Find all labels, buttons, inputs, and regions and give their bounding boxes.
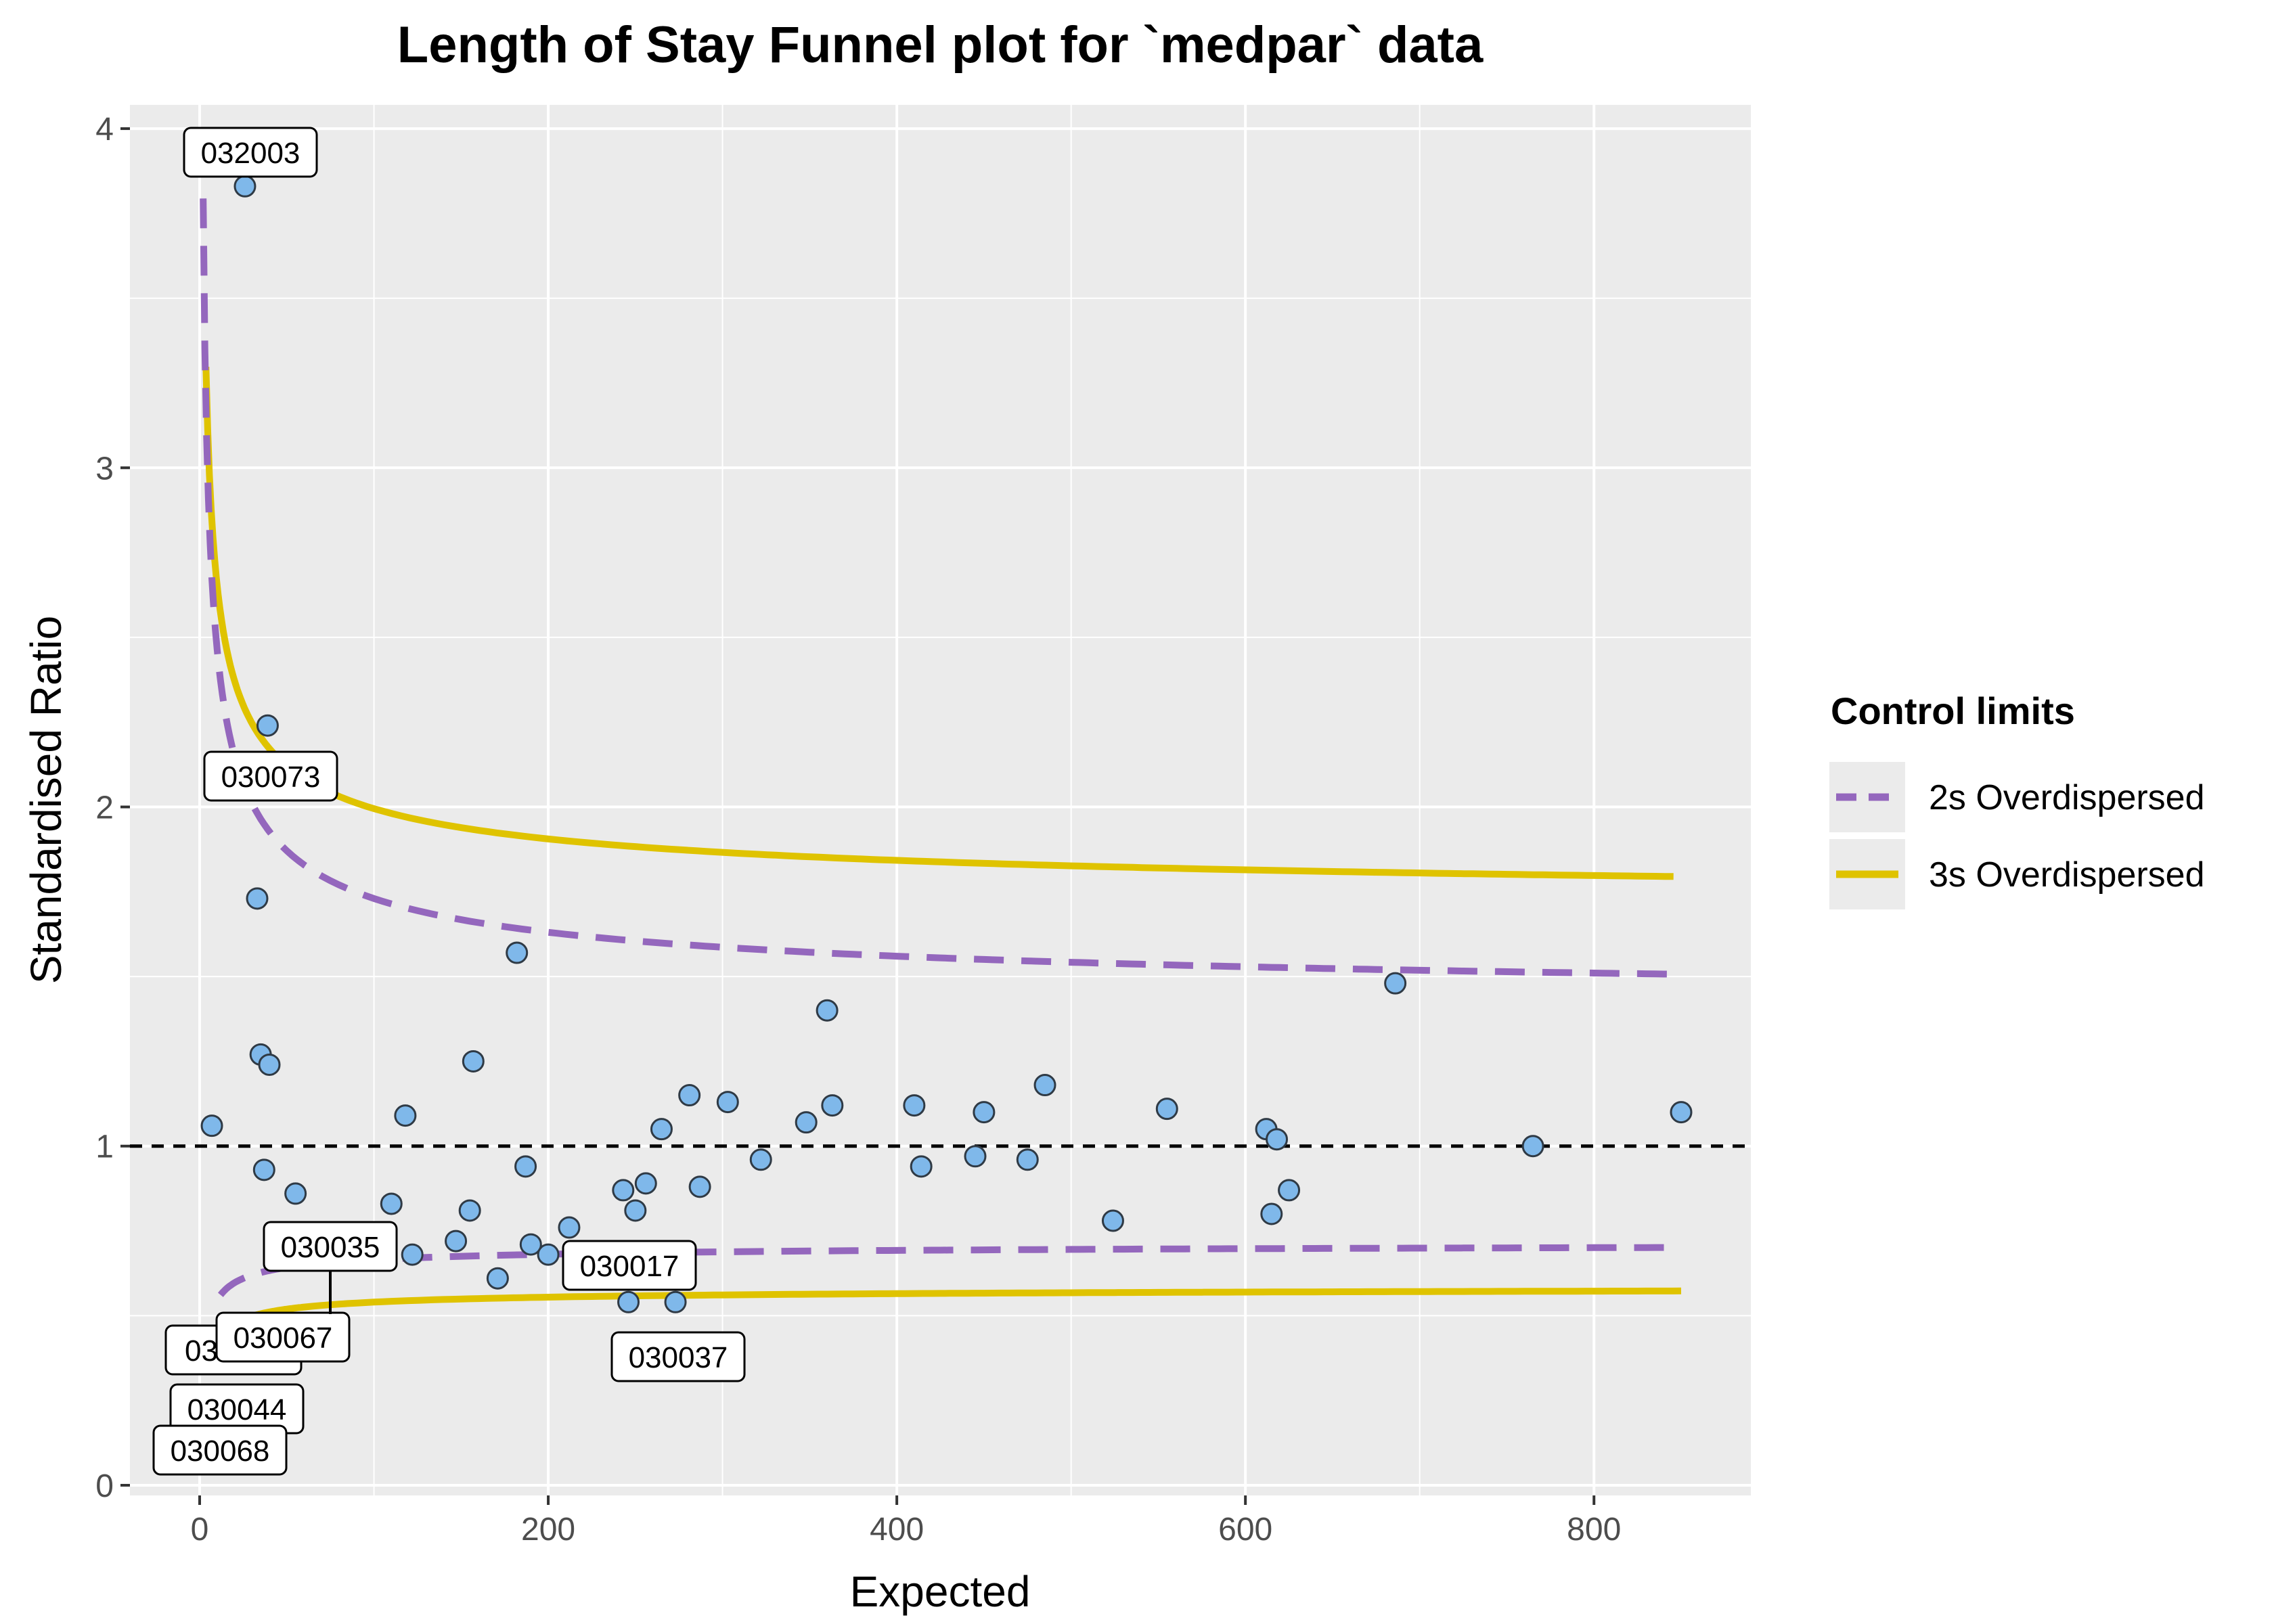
data-point [1670,1101,1693,1124]
point-label-box [610,1331,746,1382]
y-tick-label: 3 [95,451,114,487]
data-point [486,1267,509,1290]
data-point [716,1091,739,1114]
data-point [401,1243,424,1266]
data-point [688,1175,711,1198]
data-point [964,1145,987,1168]
data-point [634,1172,657,1195]
data-point [903,1094,926,1117]
data-point [462,1050,485,1073]
point-label-box [562,1240,697,1291]
point-label-box [152,1424,288,1476]
x-tick-label: 200 [521,1512,575,1548]
data-point [558,1216,581,1239]
legend-title: Control limits [1831,690,2075,732]
data-point [1016,1148,1039,1171]
grid-minor [130,105,1751,1495]
point-label: 030073 [221,761,321,794]
legend: Control limits 2s Overdispersed 3s Overdi… [1829,690,2205,909]
plot-panel: 03 030044 030068 030067 030035 030017 030037 03… [130,105,1751,1495]
data-point [821,1094,844,1117]
point-labels: 03 030044 030068 030067 030035 030017 030037 03… [152,127,746,1476]
x-axis-title: Expected [850,1567,1031,1616]
data-point [1278,1179,1301,1202]
x-tick-label: 600 [1218,1512,1272,1548]
point-label-box [215,1311,351,1363]
data-point [1033,1074,1056,1097]
data-point [1260,1202,1283,1225]
x-tick-label: 0 [191,1512,209,1548]
data-point [200,1114,223,1137]
data-point [252,1158,275,1181]
data-point [664,1290,687,1313]
data-point [246,887,269,910]
data-point [617,1290,640,1313]
y-tick-label: 1 [95,1129,114,1165]
y-tick-label: 2 [95,790,114,826]
data-point [1155,1098,1178,1121]
data-point [537,1243,560,1266]
y-axis-title: Standardised Ratio [22,616,70,984]
data-point [514,1155,537,1178]
chart-title: Length of Stay Funnel plot for `medpar` … [397,16,1484,74]
x-tick-label: 400 [870,1512,924,1548]
data-point [1266,1128,1289,1151]
x-axis: 0 200 400 600 800 [191,1495,1621,1548]
data-point [973,1101,996,1124]
data-point [506,941,529,964]
data-point [458,1199,481,1222]
data-point [910,1155,933,1178]
data-point [1101,1209,1124,1232]
data-point [816,999,839,1022]
data-point [678,1084,701,1107]
data-points [200,175,1693,1313]
point-label: 030068 [171,1435,270,1468]
upper-3s-limit-line [202,367,1674,880]
data-point [258,1053,281,1076]
data-point [256,714,279,737]
data-point [394,1104,417,1127]
legend-label: 2s Overdispersed [1929,778,2205,817]
data-point [1521,1135,1544,1158]
panel-background [130,105,1751,1495]
upper-2s-limit-line [200,198,1682,978]
data-point [380,1192,403,1215]
point-label: 032003 [201,137,300,170]
data-point [795,1111,818,1134]
legend-label: 3s Overdispersed [1929,855,2205,895]
y-tick-label: 0 [95,1468,114,1504]
point-label: 030067 [233,1322,333,1355]
data-point [650,1118,673,1141]
y-axis: 0 1 2 3 4 [95,112,130,1504]
point-label: 030037 [629,1341,728,1374]
point-label: 030017 [580,1250,679,1283]
data-point [612,1179,635,1202]
point-label-box [183,127,318,178]
data-point [445,1230,468,1253]
point-label: 030044 [187,1393,287,1426]
y-tick-label: 4 [95,112,114,148]
data-point [233,175,257,198]
data-point [284,1182,307,1205]
data-point [519,1233,542,1256]
data-point [749,1148,772,1171]
x-tick-label: 800 [1567,1512,1621,1548]
point-label: 03 [185,1334,218,1368]
data-point [1384,972,1407,995]
point-label-box [263,1221,398,1272]
point-label-box [203,750,338,802]
point-label: 030035 [281,1231,380,1264]
data-point [624,1199,647,1222]
lower-3s-limit-line [250,1287,1682,1320]
